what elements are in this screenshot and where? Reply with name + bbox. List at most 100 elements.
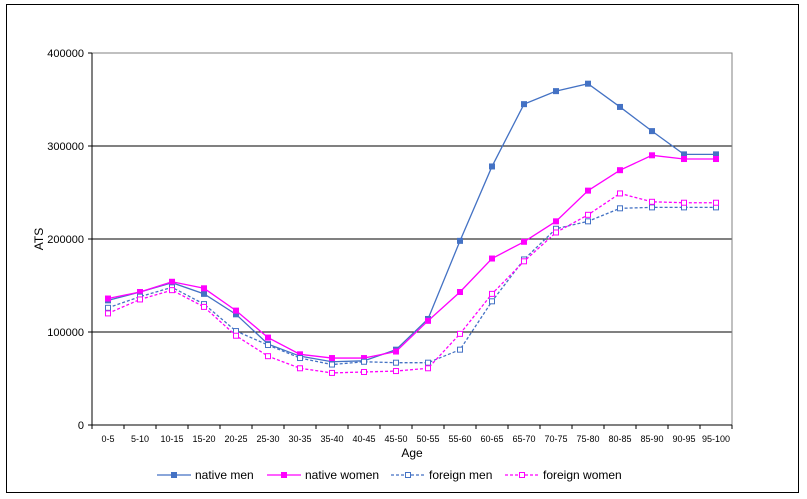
data-point (617, 205, 623, 212)
chart-frame: 0 100000 200000 300000 400000 0-5 5-10 10-15 15-… (6, 4, 799, 493)
data-point (553, 229, 559, 236)
series-line-foreign-women (107, 192, 716, 374)
legend: native men native women foreign men foreign… (157, 468, 622, 482)
data-point (297, 355, 303, 362)
y-tick-label: 300000 (47, 141, 84, 153)
legend-swatch-marker (281, 472, 287, 478)
data-point (489, 290, 495, 297)
series-foreign-women (105, 190, 719, 376)
x-tick-label: 45-50 (384, 434, 407, 444)
data-point (169, 278, 175, 285)
axes: 0 100000 200000 300000 400000 0-5 5-10 10-15 15-… (47, 48, 733, 444)
data-point (585, 218, 591, 225)
data-point (233, 307, 239, 314)
data-point (649, 128, 655, 135)
data-point (489, 298, 495, 305)
series-layer (105, 80, 719, 376)
data-point (105, 304, 111, 311)
x-tick-label: 35-40 (320, 434, 343, 444)
series-foreign-men (105, 204, 719, 368)
x-axis-title: Age (401, 446, 423, 460)
x-tick-label: 15-20 (192, 434, 215, 444)
x-tick-label: 5-10 (131, 434, 149, 444)
data-point (393, 368, 399, 375)
data-point (201, 285, 207, 292)
legend-label: native women (305, 468, 379, 482)
data-point (553, 218, 559, 225)
x-tick-label: 20-25 (224, 434, 247, 444)
legend-label: native men (195, 468, 254, 482)
x-tick-label: 30-35 (288, 434, 311, 444)
data-point (681, 156, 687, 163)
data-point (233, 332, 239, 339)
x-tick-label: 50-55 (416, 434, 439, 444)
data-point (649, 204, 655, 211)
series-line-foreign-men (107, 206, 716, 366)
data-point (649, 198, 655, 205)
data-point (425, 317, 431, 324)
series-native-men (105, 80, 719, 365)
data-point (457, 346, 463, 353)
data-point (553, 88, 559, 95)
data-point (361, 358, 367, 365)
data-point (265, 353, 271, 360)
legend-item-native-men: native men (157, 468, 254, 482)
x-tick-label: 0-5 (101, 434, 114, 444)
y-tick-label: 0 (78, 420, 84, 432)
series-line-native-men (107, 82, 716, 363)
y-tick-label: 100000 (47, 327, 84, 339)
legend-label: foreign women (543, 468, 622, 482)
data-point (457, 289, 463, 296)
legend-item-native-women: native women (267, 468, 379, 482)
data-point (169, 287, 175, 294)
x-tick-label: 95-100 (702, 434, 730, 444)
data-point (457, 330, 463, 337)
data-point (265, 342, 271, 349)
data-point (713, 199, 719, 206)
data-point (585, 80, 591, 87)
y-tick-label: 400000 (47, 48, 84, 60)
data-point (585, 211, 591, 218)
x-tick-label: 60-65 (480, 434, 503, 444)
data-point (425, 365, 431, 372)
data-point (489, 163, 495, 170)
x-tick-label: 65-70 (512, 434, 535, 444)
data-point (265, 334, 271, 341)
data-point (425, 359, 431, 366)
data-point (617, 167, 623, 174)
data-point (457, 237, 463, 244)
x-tick-label: 75-80 (576, 434, 599, 444)
x-tick-label: 70-75 (544, 434, 567, 444)
data-point (617, 103, 623, 110)
legend-item-foreign-men: foreign men (391, 468, 492, 482)
legend-swatch-marker (171, 472, 177, 478)
data-point (393, 359, 399, 366)
x-tick-label: 90-95 (672, 434, 695, 444)
data-point (105, 295, 111, 302)
x-tick-label: 80-85 (608, 434, 631, 444)
y-tick-label: 200000 (47, 234, 84, 246)
legend-item-foreign-women: foreign women (505, 468, 622, 482)
data-point (329, 369, 335, 376)
data-point (521, 238, 527, 245)
data-point (713, 156, 719, 163)
data-point (105, 310, 111, 317)
y-axis-title: ATS (32, 228, 46, 250)
data-point (521, 258, 527, 265)
x-tick-label: 85-90 (640, 434, 663, 444)
data-point (329, 361, 335, 368)
data-point (201, 290, 207, 297)
data-point (297, 365, 303, 372)
data-point (649, 152, 655, 159)
x-tick-label: 25-30 (256, 434, 279, 444)
x-tick-label: 40-45 (352, 434, 375, 444)
data-point (393, 348, 399, 355)
line-chart: 0 100000 200000 300000 400000 0-5 5-10 10-15 15-… (32, 48, 733, 482)
data-point (585, 187, 591, 194)
x-tick-label: 10-15 (160, 434, 183, 444)
data-point (681, 199, 687, 206)
data-point (489, 255, 495, 262)
data-point (329, 355, 335, 362)
series-line-native-women (107, 154, 716, 359)
x-tick-label: 55-60 (448, 434, 471, 444)
